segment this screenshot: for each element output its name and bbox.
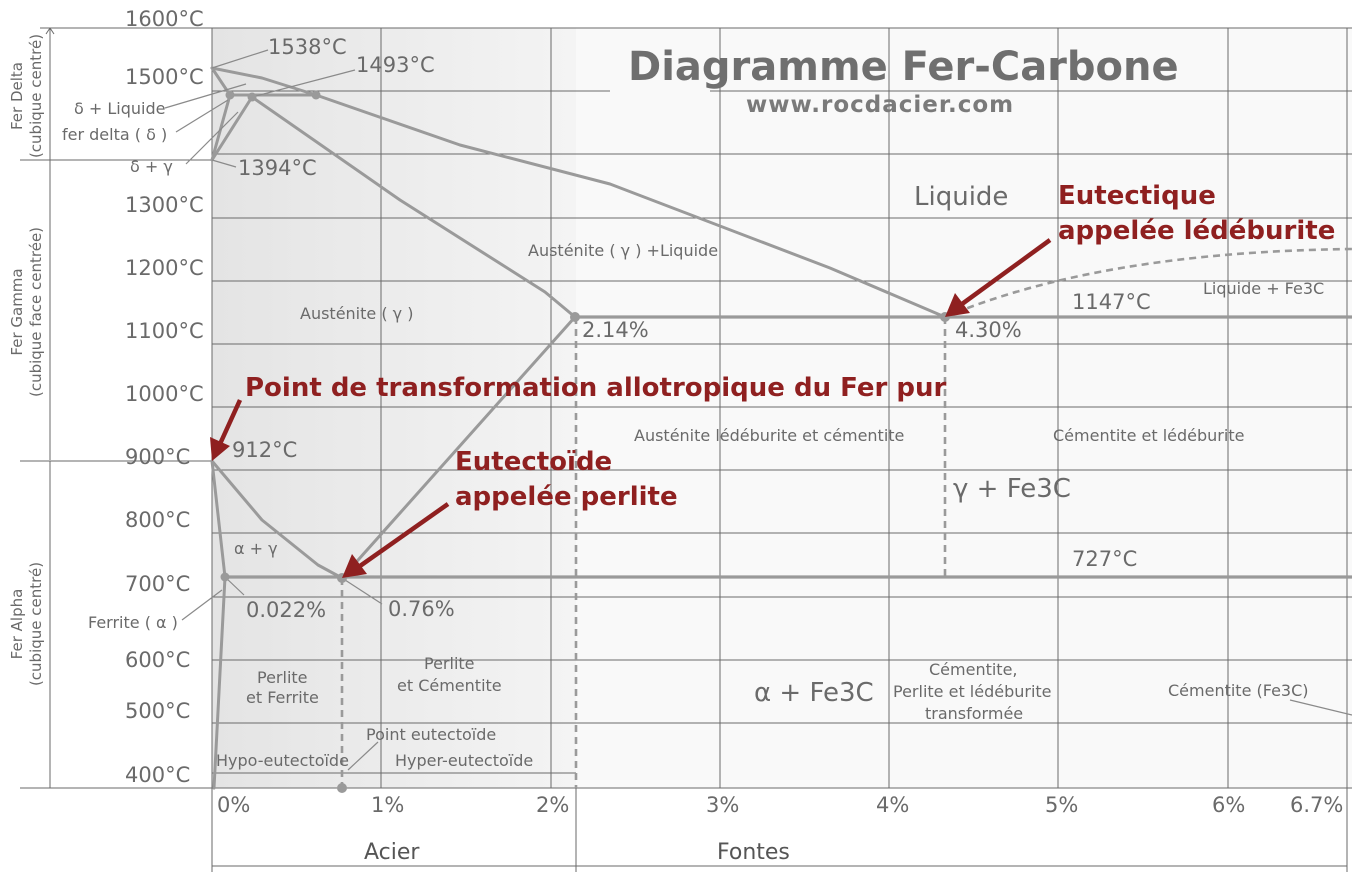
- diagram-title: Diagramme Fer-Carbone: [628, 44, 1179, 90]
- delta-gamma-boundary: [210, 95, 254, 162]
- callouts: Eutectique appelée lédéburite Point de t…: [210, 181, 1335, 578]
- y-tick-1000: 1000°C: [125, 382, 204, 406]
- y-tick-1200: 1200°C: [125, 256, 204, 280]
- liquidus-fe3c: [944, 247, 1352, 319]
- point-labels: 1538°C 1493°C 1394°C 912°C 1147°C 727°C …: [232, 35, 1151, 622]
- y-tick-900: 900°C: [125, 445, 190, 469]
- region-hyper: Hyper-eutectoïde: [395, 751, 533, 770]
- region-cem-ledeb: Cémentite et lédéburite: [1053, 426, 1244, 445]
- y-tick-1500: 1500°C: [125, 65, 204, 89]
- bottom-label-fontes: Fontes: [717, 840, 790, 865]
- liquidus-delta: [210, 66, 318, 97]
- x-tick-1: 1%: [371, 793, 404, 817]
- region-hypo: Hypo-eutectoïde: [216, 751, 349, 770]
- ferrite-solvus-upper: [210, 459, 227, 579]
- y-tick-600: 600°C: [125, 648, 190, 672]
- label-1538: 1538°C: [268, 35, 347, 59]
- arrow-eutectique: [960, 238, 1052, 306]
- x-axis-ticks: 0% 1% 2% 3% 4% 5% 6% 6.7%: [217, 793, 1343, 817]
- region-point-eutectoide: Point eutectoïde: [366, 725, 496, 744]
- region-gamma-fe3c: γ + Fe3C: [953, 474, 1071, 504]
- region-ferrite: Ferrite ( α ): [88, 613, 178, 632]
- label-214: 2.14%: [582, 318, 649, 342]
- region-aus-ledeb-cem: Austénite lédéburite et cémentite: [634, 426, 904, 445]
- label-1493: 1493°C: [356, 53, 435, 77]
- y-tick-700: 700°C: [125, 572, 190, 596]
- y-tick-1600: 1600°C: [125, 7, 204, 31]
- side-label-delta: Fer Delta: [8, 62, 26, 130]
- region-austenite: Austénite ( γ ): [300, 304, 413, 323]
- region-alpha-fe3c: α + Fe3C: [754, 678, 874, 708]
- region-delta-gamma: δ + γ: [130, 157, 173, 176]
- region-perlite-cem-2: et Cémentite: [397, 676, 502, 695]
- label-912: 912°C: [232, 438, 297, 462]
- x-tick-6: 6%: [1212, 793, 1245, 817]
- steel-region-shading: [212, 28, 576, 788]
- region-liquide-fe3c: Liquide + Fe3C: [1203, 279, 1324, 298]
- arrow-eutectique-head: [945, 293, 970, 317]
- label-1394: 1394°C: [238, 156, 317, 180]
- callout-eutectique-2: appelée lédéburite: [1058, 216, 1335, 246]
- label-727: 727°C: [1072, 547, 1137, 571]
- y-tick-800: 800°C: [125, 508, 190, 532]
- region-liquide: Liquide: [914, 182, 1008, 212]
- region-perlite-ferrite-2: et Ferrite: [246, 688, 319, 707]
- arrow-eutectoide-head: [342, 554, 367, 578]
- ferrite-solvus-lower: [212, 575, 227, 790]
- arrow-point-transfo-head: [210, 437, 230, 461]
- liquidus-main: [314, 93, 947, 319]
- callout-point-transfo: Point de transformation allotropique du …: [245, 373, 946, 403]
- x-tick-6-7: 6.7%: [1290, 793, 1343, 817]
- side-label-alpha-sub: (cubique centré): [27, 562, 45, 686]
- region-alpha-gamma: α + γ: [234, 539, 278, 558]
- callout-eutectoide-1: Eutectoïde: [455, 447, 612, 477]
- leader-lines: [164, 49, 1352, 771]
- cast-iron-region-shading: [576, 28, 1352, 788]
- region-labels: δ + Liquide fer delta ( δ ) δ + γ Liquid…: [62, 99, 1324, 770]
- x-tick-0: 0%: [217, 793, 250, 817]
- side-labels: Fer Delta (cubique centré) Fer Gamma (cu…: [8, 34, 45, 686]
- region-delta-liquide: δ + Liquide: [74, 99, 165, 118]
- x-tick-2: 2%: [536, 793, 569, 817]
- region-austenite-liquide: Austénite ( γ ) +Liquide: [528, 241, 718, 260]
- bottom-brackets: [211, 772, 1348, 872]
- y-tick-1100: 1100°C: [125, 319, 204, 343]
- grid: [211, 27, 1352, 789]
- side-label-alpha: Fer Alpha: [8, 589, 26, 660]
- label-076: 0.76%: [388, 597, 455, 621]
- region-fer-delta: fer delta ( δ ): [62, 125, 167, 144]
- left-axis-brackets: [20, 27, 212, 789]
- callout-eutectique-1: Eutectique: [1058, 181, 1216, 211]
- x-tick-4: 4%: [876, 793, 909, 817]
- region-cementite-fe3c: Cémentite (Fe3C): [1168, 681, 1309, 700]
- side-label-delta-sub: (cubique centré): [27, 34, 45, 158]
- region-perlite-ferrite-1: Perlite: [257, 668, 308, 687]
- acm-line: [340, 315, 577, 580]
- x-tick-5: 5%: [1045, 793, 1078, 817]
- region-perlite-cem-1: Perlite: [424, 654, 475, 673]
- label-1147: 1147°C: [1072, 290, 1151, 314]
- arrow-point-transfo: [217, 399, 243, 445]
- x-tick-3: 3%: [706, 793, 739, 817]
- region-cem-perl-1: Cémentite,: [929, 660, 1018, 679]
- phase-lines: [210, 66, 1352, 790]
- region-cem-perl-3: transformée: [925, 704, 1023, 723]
- y-axis-ticks: 1600°C 1500°C 1300°C 1200°C 1100°C 1000°…: [125, 7, 204, 787]
- callout-eutectoide-2: appelée perlite: [455, 482, 678, 512]
- y-tick-1300: 1300°C: [125, 193, 204, 217]
- y-tick-500: 500°C: [125, 699, 190, 723]
- a3-line: [210, 459, 344, 580]
- side-label-gamma-sub: (cubique face centrée): [27, 227, 45, 397]
- website-url: www.rocdacier.com: [746, 92, 1014, 118]
- region-cem-perl-2: Perlite et lédéburite: [893, 682, 1052, 701]
- arrow-eutectoide: [358, 502, 450, 568]
- label-0022: 0.022%: [246, 598, 326, 622]
- solidus-austenite: [250, 95, 577, 319]
- label-430: 4.30%: [955, 318, 1022, 342]
- side-label-gamma: Fer Gamma: [8, 268, 26, 355]
- bottom-label-acier: Acier: [364, 840, 420, 865]
- y-tick-400: 400°C: [125, 763, 190, 787]
